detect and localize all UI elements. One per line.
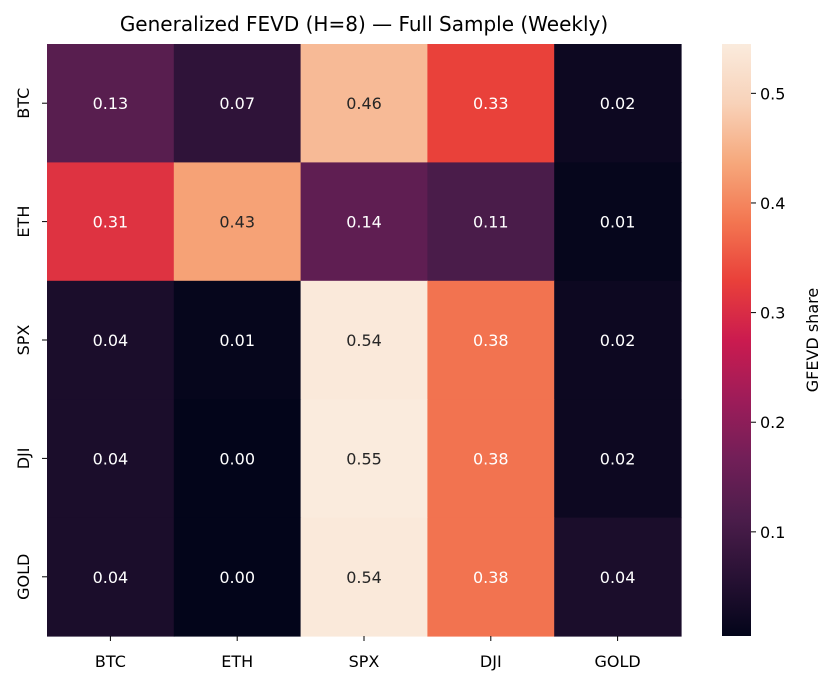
colorbar-tick-label: 0.4 bbox=[760, 194, 785, 213]
cell-value-label: 0.02 bbox=[600, 94, 636, 113]
heatmap-cell bbox=[427, 517, 555, 637]
cell-value-label: 0.38 bbox=[473, 568, 509, 587]
colorbar-tick-label: 0.2 bbox=[760, 413, 785, 432]
heatmap-cell bbox=[173, 517, 302, 637]
column-tick-labels: BTC ETH SPX DJI GOLD bbox=[95, 636, 641, 671]
cell-value-label: 0.00 bbox=[219, 449, 255, 468]
heatmap-cell bbox=[427, 399, 555, 519]
heatmap-cell bbox=[554, 517, 682, 637]
cell-value-label: 0.54 bbox=[346, 331, 382, 350]
cell-value-label: 0.11 bbox=[473, 213, 509, 232]
cell-value-label: 0.04 bbox=[93, 568, 129, 587]
row-tick-labels: BTC ETH SPX DJI GOLD bbox=[14, 88, 47, 600]
cell-value-label: 0.13 bbox=[93, 94, 129, 113]
cell-value-label: 0.14 bbox=[346, 213, 382, 232]
heatmap-cell bbox=[173, 280, 302, 400]
heatmap-cell bbox=[427, 280, 555, 400]
cell-value-label: 0.38 bbox=[473, 331, 509, 350]
colorbar bbox=[722, 44, 751, 636]
row-tick-label: BTC bbox=[14, 88, 33, 119]
cell-value-label: 0.33 bbox=[473, 94, 509, 113]
row-tick-label: GOLD bbox=[14, 554, 33, 600]
heatmap-cell bbox=[300, 399, 428, 519]
cell-value-label: 0.00 bbox=[219, 568, 255, 587]
heatmap-cell bbox=[47, 517, 175, 637]
cell-value-label: 0.31 bbox=[93, 213, 129, 232]
cell-value-label: 0.38 bbox=[473, 449, 509, 468]
column-tick-label: BTC bbox=[95, 652, 126, 671]
heatmap-cell bbox=[554, 280, 682, 400]
cell-value-label: 0.43 bbox=[219, 213, 255, 232]
column-tick-label: SPX bbox=[349, 652, 380, 671]
heatmap-cell bbox=[300, 162, 428, 282]
colorbar-tick-label: 0.5 bbox=[760, 84, 785, 103]
cell-value-label: 0.01 bbox=[219, 331, 255, 350]
cell-value-label: 0.02 bbox=[600, 331, 636, 350]
colorbar-tick-label: 0.3 bbox=[760, 304, 785, 323]
heatmap-cell bbox=[427, 162, 555, 282]
cell-value-label: 0.46 bbox=[346, 94, 382, 113]
heatmap-cell bbox=[47, 280, 175, 400]
heatmap-cell bbox=[300, 280, 428, 400]
cell-value-label: 0.02 bbox=[600, 449, 636, 468]
cell-value-label: 0.54 bbox=[346, 568, 382, 587]
heatmap-cell bbox=[173, 399, 302, 519]
cell-value-label: 0.07 bbox=[219, 94, 255, 113]
cell-value-label: 0.01 bbox=[600, 213, 636, 232]
heatmap-cell bbox=[554, 399, 682, 519]
row-tick-label: SPX bbox=[14, 325, 33, 356]
heatmap-cell bbox=[554, 162, 682, 282]
colorbar-ticks: 0.1 0.2 0.3 0.4 0.5 bbox=[751, 84, 785, 542]
heatmap-cell bbox=[47, 44, 175, 163]
heatmap-cell bbox=[47, 399, 175, 519]
row-tick-label: ETH bbox=[14, 206, 33, 238]
column-tick-label: GOLD bbox=[594, 652, 640, 671]
cell-value-label: 0.55 bbox=[346, 449, 382, 468]
chart-title: Generalized FEVD (H=8) — Full Sample (We… bbox=[120, 12, 608, 36]
colorbar-tick-label: 0.1 bbox=[760, 523, 785, 542]
cell-value-label: 0.04 bbox=[93, 331, 129, 350]
row-tick-label: DJI bbox=[14, 448, 33, 470]
heatmap-cells: 0.13 0.07 0.46 0.33 0.02 0.31 0.43 0.14 0.11 0.01… bbox=[47, 44, 682, 637]
heatmap-cell bbox=[173, 44, 302, 163]
heatmap-cell bbox=[300, 517, 428, 637]
heatmap-cell bbox=[47, 162, 175, 282]
heatmap-cell bbox=[554, 44, 682, 163]
column-tick-label: DJI bbox=[480, 652, 502, 671]
heatmap-cell bbox=[300, 44, 428, 163]
column-tick-label: ETH bbox=[221, 652, 253, 671]
colorbar-label: GFEVD share bbox=[803, 288, 822, 392]
heatmap-cell bbox=[173, 162, 302, 282]
cell-value-label: 0.04 bbox=[600, 568, 636, 587]
heatmap-cell bbox=[427, 44, 555, 163]
cell-value-label: 0.04 bbox=[93, 449, 129, 468]
